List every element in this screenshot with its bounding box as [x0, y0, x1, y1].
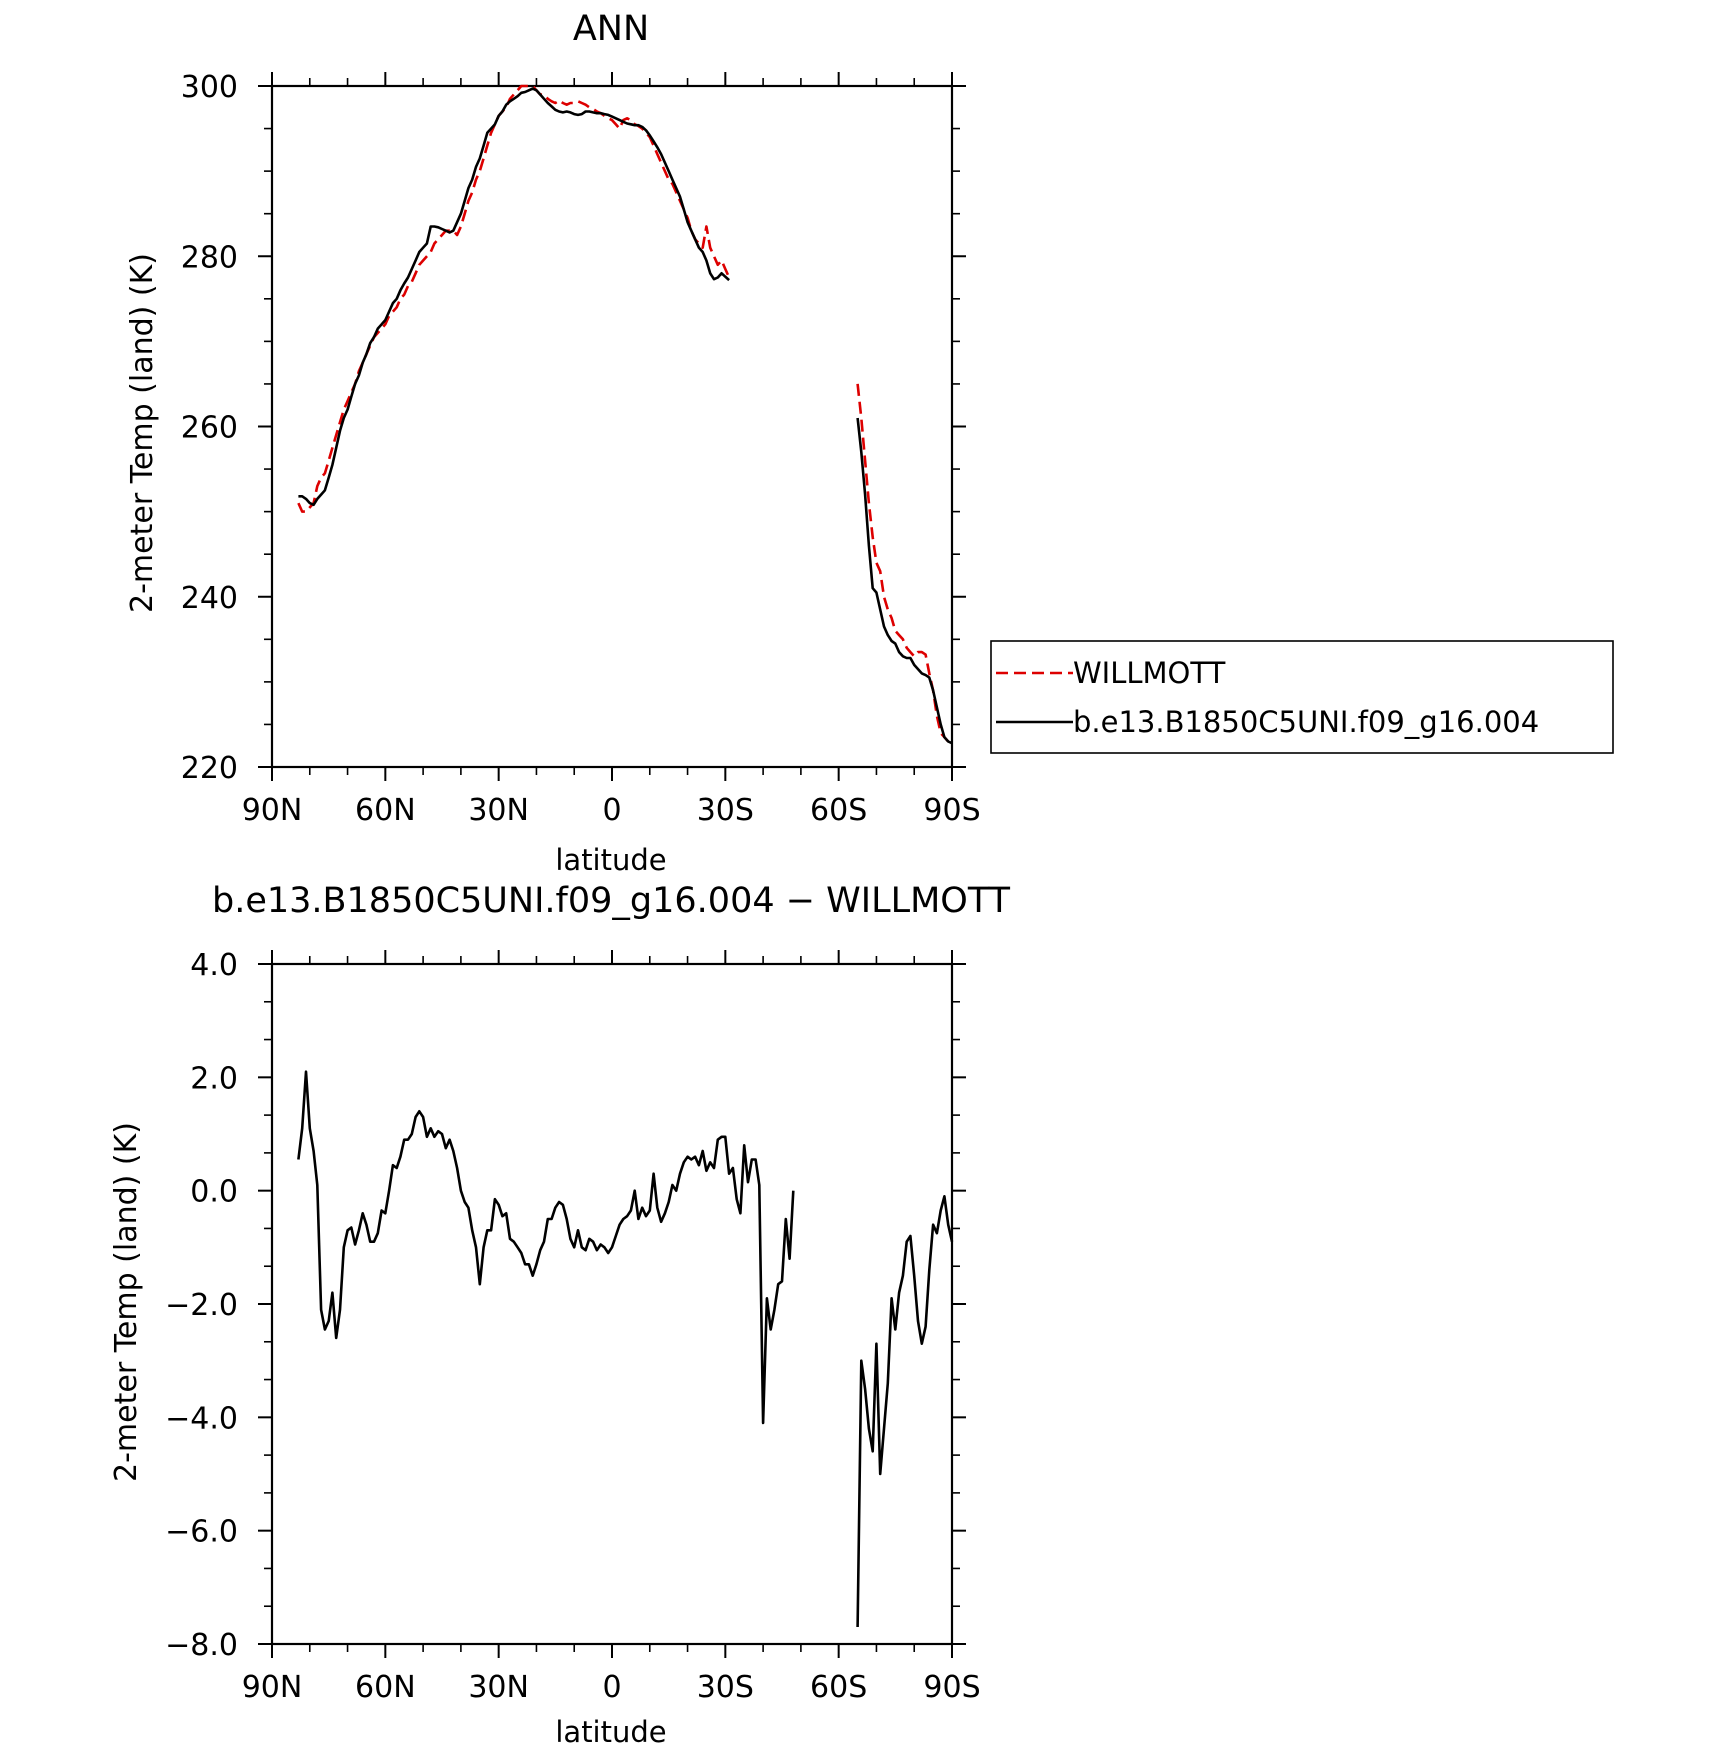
legend-label-willmott: WILLMOTT [1073, 656, 1226, 690]
bottom-plot-title: b.e13.B1850C5UNI.f09_g16.004 − WILLMOTT [212, 881, 1011, 921]
x-tick-label: 90N [242, 793, 303, 828]
y-tick-label: 240 [181, 581, 238, 616]
bottom-plot: b.e13.B1850C5UNI.f09_g16.004 − WILLMOTT … [109, 881, 1011, 1745]
x-tick-label: 0 [602, 793, 621, 828]
y-tick-label: 220 [181, 751, 238, 786]
y-tick-label: 300 [181, 70, 238, 105]
x-tick-label: 90S [923, 1670, 980, 1705]
x-tick-label: 30N [468, 793, 529, 828]
legend-box [990, 640, 1614, 754]
legend-label-model: b.e13.B1850C5UNI.f09_g16.004 [1073, 705, 1539, 739]
x-tick-label: 90N [242, 1670, 303, 1705]
y-tick-label: −8.0 [165, 1628, 238, 1663]
model-series-line [856, 1195, 954, 1628]
top-plot-ylabel: 2-meter Temp (land) (K) [125, 253, 160, 613]
y-tick-label: 280 [181, 240, 238, 275]
bottom-plot-ylabel: 2-meter Temp (land) (K) [109, 1122, 144, 1482]
x-tick-label: 30S [697, 793, 754, 828]
y-tick-label: 260 [181, 411, 238, 446]
y-tick-label: −6.0 [165, 1515, 238, 1550]
x-tick-label: 60S [810, 793, 867, 828]
top-plot-title: ANN [573, 9, 649, 49]
x-tick-label: 90S [923, 793, 980, 828]
bot-plot-frame [270, 962, 954, 1646]
x-tick-label: 0 [602, 1670, 621, 1705]
x-tick-label: 30S [697, 1670, 754, 1705]
top-plot: ANN latitude 2-meter Temp (land) (K) 90N… [125, 9, 1614, 877]
legend: WILLMOTT b.e13.B1850C5UNI.f09_g16.004 [990, 640, 1614, 754]
x-tick-label: 60N [355, 793, 416, 828]
bottom-plot-xlabel: latitude [555, 1715, 666, 1745]
x-tick-label: 60S [810, 1670, 867, 1705]
y-tick-label: 2.0 [190, 1061, 238, 1096]
y-tick-label: 4.0 [190, 948, 238, 983]
y-tick-label: 0.0 [190, 1175, 238, 1210]
top-plot-xlabel: latitude [555, 843, 666, 877]
model-series-line [297, 1070, 795, 1425]
y-tick-label: −2.0 [165, 1288, 238, 1323]
model-series-line [856, 417, 953, 745]
top-plot-frame [270, 84, 954, 769]
willmott-series-line [297, 84, 731, 513]
x-tick-label: 60N [355, 1670, 416, 1705]
x-tick-label: 30N [468, 1670, 529, 1705]
model-series-line [298, 87, 730, 507]
y-tick-label: −4.0 [165, 1401, 238, 1436]
